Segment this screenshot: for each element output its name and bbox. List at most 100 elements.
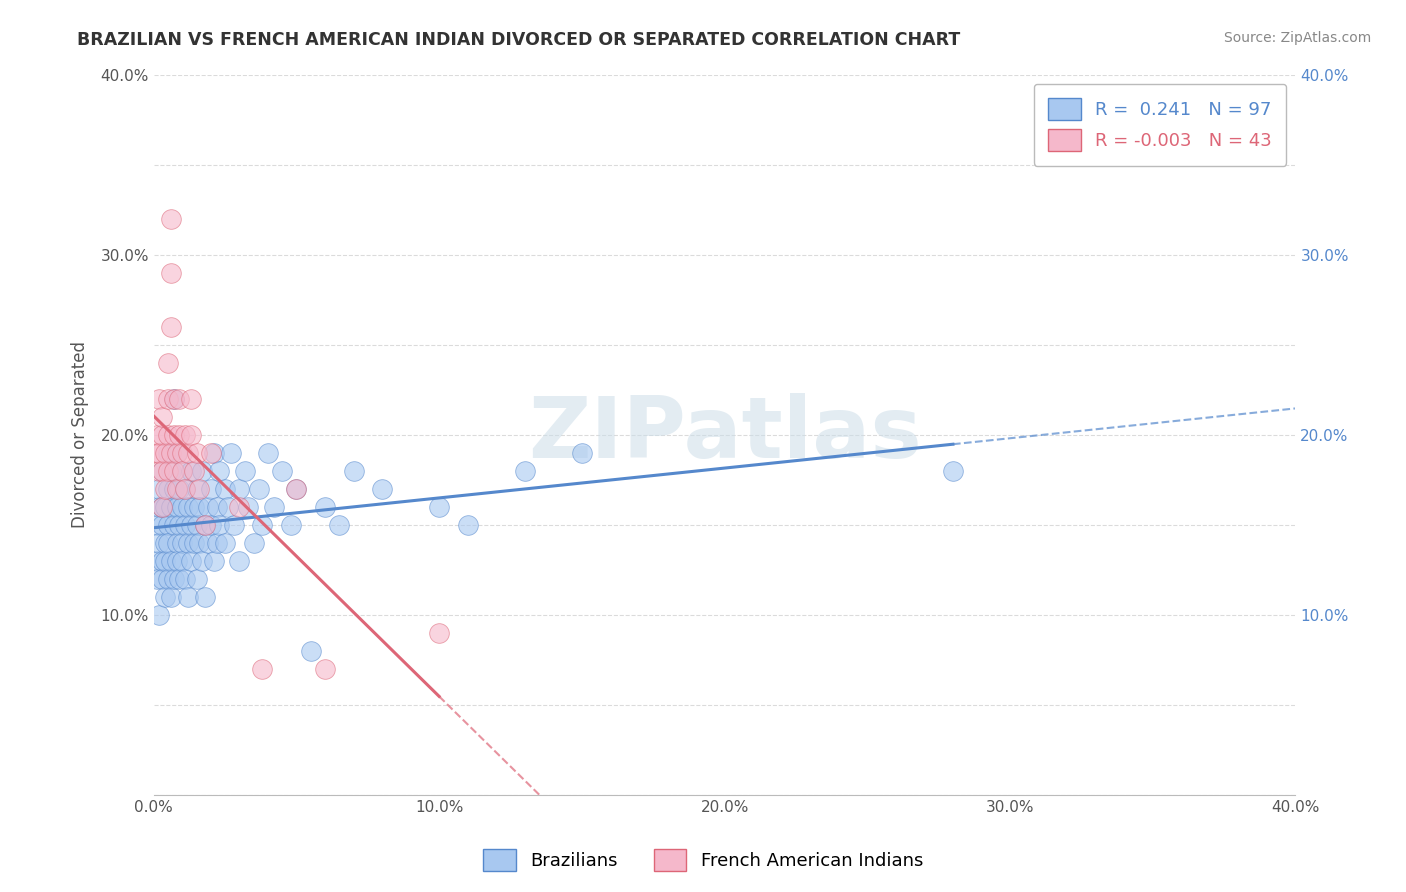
Point (156, 482, 179, 496)
Point (214, 482, 236, 496)
Point (163, 517, 186, 532)
Text: BRAZILIAN VS FRENCH AMERICAN INDIAN DIVORCED OR SEPARATED CORRELATION CHART: BRAZILIAN VS FRENCH AMERICAN INDIAN DIVO… (77, 31, 960, 49)
Point (153, 482, 176, 496)
Point (328, 517, 350, 532)
Point (188, 500, 211, 514)
Point (205, 535, 228, 549)
Point (194, 517, 217, 532)
Point (166, 535, 188, 549)
Point (163, 482, 186, 496)
Point (299, 643, 322, 657)
Point (314, 662, 336, 676)
Point (205, 500, 228, 514)
Point (169, 517, 191, 532)
Point (180, 517, 202, 532)
Point (233, 464, 256, 478)
Point (160, 554, 183, 568)
Point (163, 572, 186, 586)
Point (186, 517, 208, 532)
Point (202, 554, 225, 568)
Point (148, 500, 170, 514)
Point (163, 392, 186, 406)
Point (156, 517, 179, 532)
Point (145, 427, 167, 442)
Point (174, 572, 197, 586)
Y-axis label: Divorced or Separated: Divorced or Separated (72, 341, 89, 528)
Point (172, 464, 194, 478)
Point (169, 482, 191, 496)
Point (219, 445, 242, 459)
Point (172, 445, 194, 459)
Point (177, 590, 200, 604)
Point (150, 500, 173, 514)
Point (180, 554, 202, 568)
Point (172, 500, 194, 514)
Point (172, 554, 194, 568)
Point (342, 464, 364, 478)
Point (153, 554, 176, 568)
Point (242, 535, 264, 549)
Point (153, 445, 176, 459)
Point (145, 572, 167, 586)
Point (169, 427, 191, 442)
Point (183, 535, 205, 549)
Point (271, 464, 294, 478)
Point (285, 482, 308, 496)
Point (263, 500, 285, 514)
Point (194, 517, 217, 532)
Point (174, 482, 197, 496)
Text: ZIPatlas: ZIPatlas (527, 393, 921, 476)
Point (150, 427, 173, 442)
Point (153, 500, 176, 514)
Point (145, 445, 167, 459)
Point (285, 482, 308, 496)
Point (257, 445, 280, 459)
Point (247, 482, 270, 496)
Point (160, 266, 183, 280)
Point (148, 445, 170, 459)
Point (156, 535, 179, 549)
Point (169, 392, 191, 406)
Point (228, 554, 250, 568)
Point (513, 464, 536, 478)
Point (177, 500, 200, 514)
Point (160, 319, 183, 334)
Point (163, 464, 186, 478)
Point (166, 500, 188, 514)
Point (208, 517, 231, 532)
Point (186, 482, 208, 496)
Point (150, 517, 173, 532)
Point (163, 392, 186, 406)
Point (183, 500, 205, 514)
Point (571, 445, 593, 459)
Point (148, 607, 170, 622)
Point (228, 500, 250, 514)
Text: Source: ZipAtlas.com: Source: ZipAtlas.com (1223, 31, 1371, 45)
Point (183, 464, 205, 478)
Point (148, 464, 170, 478)
Point (172, 464, 194, 478)
Point (160, 445, 183, 459)
Point (145, 554, 167, 568)
Point (156, 427, 179, 442)
Point (202, 445, 225, 459)
Point (160, 464, 183, 478)
Point (457, 517, 479, 532)
Point (169, 572, 191, 586)
Point (180, 427, 202, 442)
Point (371, 482, 394, 496)
Point (314, 500, 336, 514)
Point (197, 535, 219, 549)
Point (228, 482, 250, 496)
Point (148, 535, 170, 549)
Point (172, 535, 194, 549)
Point (160, 500, 183, 514)
Point (200, 517, 222, 532)
Point (222, 517, 245, 532)
Point (150, 554, 173, 568)
Point (150, 409, 173, 424)
Point (177, 445, 200, 459)
Point (188, 482, 211, 496)
Point (177, 535, 200, 549)
Point (150, 464, 173, 478)
